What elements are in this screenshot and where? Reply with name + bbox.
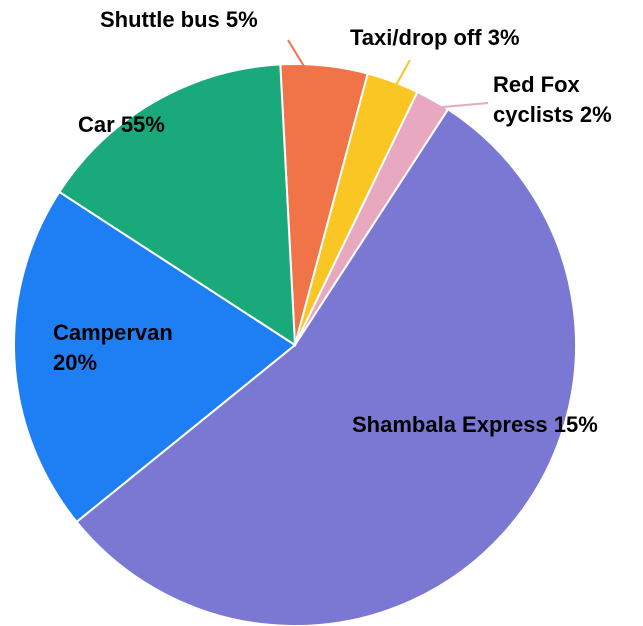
pie-slice bbox=[57, 63, 297, 347]
category-name: Taxi/drop off bbox=[350, 25, 482, 50]
leader-line bbox=[389, 59, 411, 97]
slice-label: Shuttle bus 5% bbox=[100, 5, 258, 35]
value-label: 15% bbox=[553, 412, 598, 437]
leader-line bbox=[287, 39, 317, 87]
slice-label: Shambala Express 15% bbox=[352, 410, 598, 440]
pie-slice bbox=[13, 190, 297, 524]
category-name: Campervan bbox=[53, 320, 173, 345]
slice-label: Campervan 20% bbox=[53, 318, 178, 378]
value-label: 20% bbox=[53, 350, 98, 375]
value-label: 5% bbox=[225, 7, 258, 32]
slice-label: Red Fox cyclists 2% bbox=[493, 70, 628, 130]
leader-line bbox=[431, 102, 489, 109]
value-label: 55% bbox=[120, 112, 165, 137]
value-label: 3% bbox=[487, 25, 520, 50]
category-name: Car bbox=[78, 112, 115, 137]
value-label: 2% bbox=[579, 102, 612, 127]
pie-slice bbox=[75, 107, 577, 626]
category-name: Shambala Express bbox=[352, 412, 548, 437]
category-name: Red Fox cyclists bbox=[493, 72, 580, 127]
slice-label: Car 55% bbox=[78, 110, 228, 140]
category-name: Shuttle bus bbox=[100, 7, 220, 32]
slice-label: Taxi/drop off 3% bbox=[350, 23, 520, 53]
